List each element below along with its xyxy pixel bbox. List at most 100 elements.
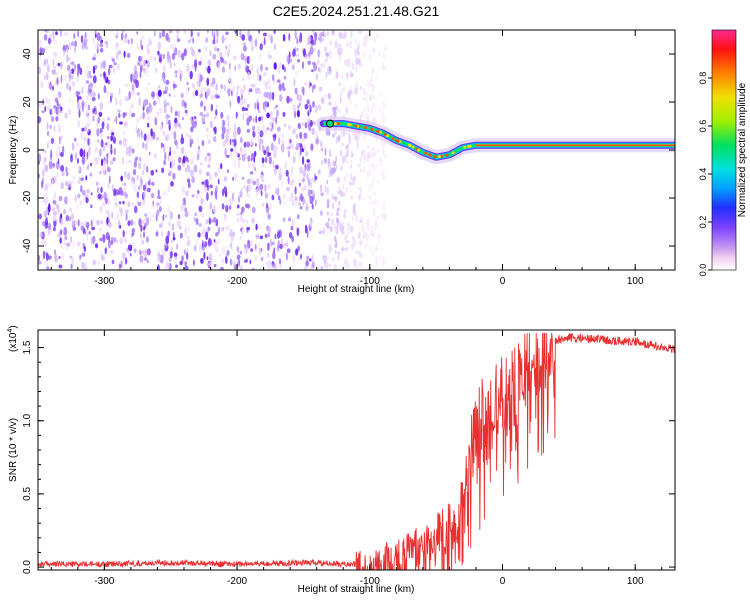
noise-blob: [246, 56, 251, 64]
noise-blob: [247, 30, 251, 38]
noise-blob: [47, 37, 52, 45]
noise-blob: [372, 102, 376, 108]
noise-blob: [333, 235, 336, 239]
noise-blob: [311, 40, 315, 45]
noise-blob: [207, 65, 211, 74]
noise-blob: [294, 152, 297, 156]
noise-blob: [132, 231, 135, 236]
noise-blob: [201, 240, 204, 248]
noise-blob: [266, 260, 270, 268]
noise-blob: [357, 231, 361, 240]
noise-blob: [215, 105, 218, 109]
noise-blob: [123, 50, 126, 58]
noise-blob: [281, 132, 285, 139]
noise-blob: [177, 164, 182, 171]
noise-blob: [292, 129, 296, 135]
noise-blob: [246, 104, 250, 108]
noise-blob: [340, 164, 344, 172]
noise-blob: [309, 258, 312, 262]
noise-blob: [204, 46, 208, 52]
noise-blob: [96, 260, 99, 265]
noise-blob: [82, 178, 85, 185]
noise-blob: [292, 221, 295, 230]
noise-blob: [180, 146, 185, 155]
noise-blob: [332, 257, 335, 262]
noise-blob: [362, 153, 367, 160]
noise-blob: [44, 260, 48, 268]
noise-blob: [244, 152, 248, 160]
noise-blob: [200, 57, 203, 62]
noise-blob: [171, 223, 175, 232]
noise-blob: [83, 229, 87, 235]
noise-blob: [198, 243, 202, 253]
noise-blob: [184, 266, 189, 270]
noise-blob: [53, 125, 56, 132]
noise-blob: [296, 109, 300, 118]
noise-blob: [110, 160, 114, 165]
noise-blob: [282, 34, 286, 42]
noise-blob: [207, 59, 212, 67]
noise-blob: [381, 169, 385, 177]
noise-blob: [375, 74, 378, 81]
noise-blob: [50, 137, 55, 145]
noise-blob: [86, 191, 89, 196]
noise-blob: [125, 160, 128, 166]
colorbar-tick-label: 0.0: [698, 264, 708, 277]
noise-blob: [136, 191, 140, 199]
noise-blob: [214, 171, 218, 178]
noise-blob: [167, 261, 170, 270]
noise-blob: [264, 233, 268, 239]
noise-blob: [372, 94, 376, 101]
noise-blob: [48, 98, 51, 105]
noise-blob: [41, 180, 44, 189]
noise-blob: [340, 74, 344, 79]
signal-hotspot: [451, 151, 455, 155]
noise-blob: [49, 81, 52, 90]
noise-blob: [121, 181, 124, 188]
noise-blob: [255, 188, 259, 196]
noise-blob: [38, 38, 42, 48]
noise-blob: [67, 167, 69, 172]
noise-blob: [44, 151, 47, 155]
noise-blob: [292, 104, 297, 112]
noise-blob: [163, 90, 167, 95]
noise-blob: [313, 63, 317, 70]
noise-blob: [304, 122, 308, 129]
noise-blob: [225, 255, 228, 264]
noise-blob: [288, 135, 291, 144]
noise-blob: [315, 129, 318, 138]
noise-blob: [258, 116, 262, 122]
noise-blob: [44, 183, 48, 192]
noise-blob: [177, 110, 181, 119]
noise-blob: [43, 227, 46, 233]
snr-y-tick-label: 0.5: [22, 487, 33, 501]
noise-blob: [381, 62, 385, 70]
noise-blob: [168, 93, 171, 97]
noise-blob: [314, 104, 318, 114]
noise-blob: [62, 228, 65, 236]
noise-blob: [125, 146, 129, 156]
noise-blob: [321, 255, 326, 260]
noise-blob: [317, 49, 321, 58]
snr-y-ticks: 0.00.51.01.5: [22, 340, 675, 574]
noise-blob: [153, 30, 156, 37]
noise-blob: [93, 43, 98, 50]
noise-blob: [158, 106, 162, 113]
noise-blob: [50, 111, 52, 119]
noise-blob: [250, 64, 254, 72]
noise-blob: [194, 59, 198, 68]
noise-blob: [201, 181, 205, 185]
noise-blob: [115, 97, 118, 106]
noise-blob: [172, 237, 176, 241]
noise-blob: [55, 116, 59, 122]
noise-blob: [365, 90, 368, 98]
noise-blob: [191, 118, 193, 126]
noise-blob: [261, 144, 265, 153]
noise-blob: [302, 178, 305, 183]
noise-blob: [239, 101, 243, 106]
noise-blob: [337, 43, 342, 48]
noise-blob: [205, 37, 208, 43]
noise-blob: [236, 212, 240, 216]
noise-blob: [100, 251, 103, 258]
noise-blob: [228, 76, 231, 83]
